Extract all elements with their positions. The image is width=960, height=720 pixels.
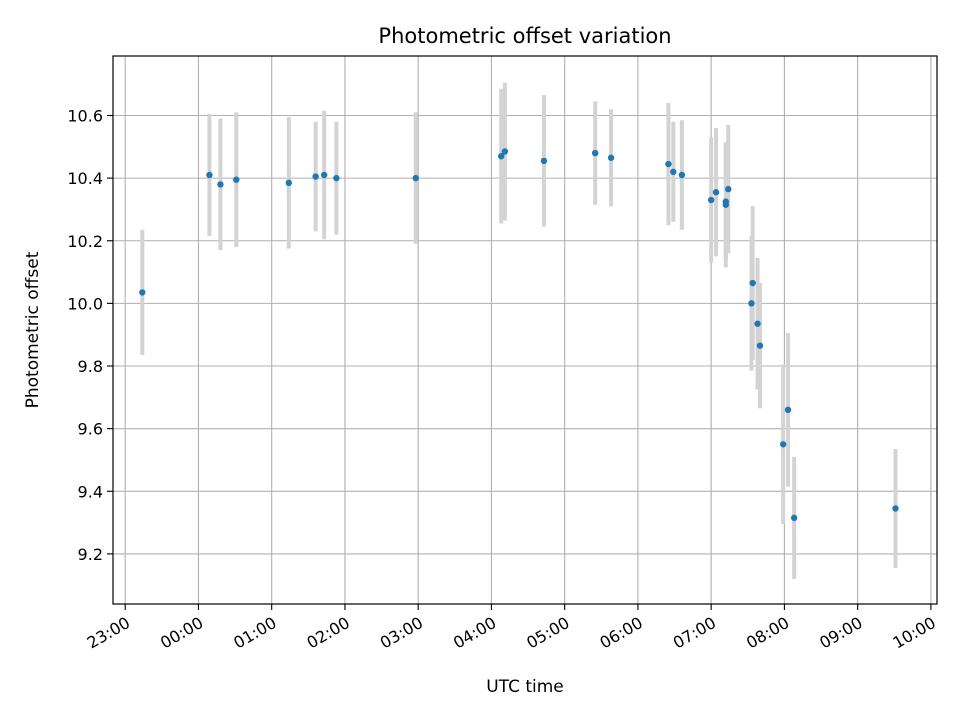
y-axis-label: Photometric offset [23, 251, 43, 408]
data-point [779, 441, 787, 448]
y-tick-label: 9.6 [78, 420, 103, 439]
data-point [320, 171, 328, 179]
data-point [312, 173, 319, 180]
data-point [501, 148, 509, 155]
data-point [707, 196, 715, 204]
data-point [725, 185, 732, 193]
data-point [285, 179, 292, 187]
y-tick-label: 10.2 [67, 232, 103, 251]
y-tick-label: 10.0 [67, 294, 103, 313]
data-point [892, 505, 899, 512]
y-tick-label: 10.4 [67, 169, 103, 188]
y-axis-ticks: 9.2 9.4 9.6 9.8 10.0 10.2 10.4 10.6 [67, 106, 113, 564]
data-point [678, 171, 686, 179]
data-point [665, 160, 672, 168]
data-point [670, 168, 677, 176]
y-tick-label: 10.6 [67, 106, 103, 125]
y-tick-label: 9.4 [78, 482, 103, 501]
y-tick-label: 9.8 [78, 357, 103, 376]
data-points [139, 148, 899, 522]
data-point [217, 181, 224, 188]
data-point [540, 157, 548, 165]
x-axis-label: UTC time [486, 677, 564, 697]
data-point [607, 154, 615, 161]
data-point [749, 279, 756, 287]
data-point [754, 320, 761, 327]
data-point [756, 342, 764, 349]
data-point [206, 171, 213, 179]
data-point [412, 174, 419, 182]
data-point [591, 149, 599, 157]
data-point [139, 289, 146, 296]
data-point [712, 189, 720, 196]
chart-title: Photometric offset variation [378, 24, 671, 48]
data-point [748, 300, 755, 307]
data-point [497, 153, 505, 160]
y-tick-label: 9.2 [78, 545, 103, 564]
data-point [333, 174, 340, 182]
plot-frame [112, 55, 938, 605]
data-point [233, 176, 240, 183]
data-point [790, 514, 798, 522]
data-point [722, 201, 730, 208]
grid-lines [113, 56, 937, 604]
data-point [784, 406, 792, 414]
